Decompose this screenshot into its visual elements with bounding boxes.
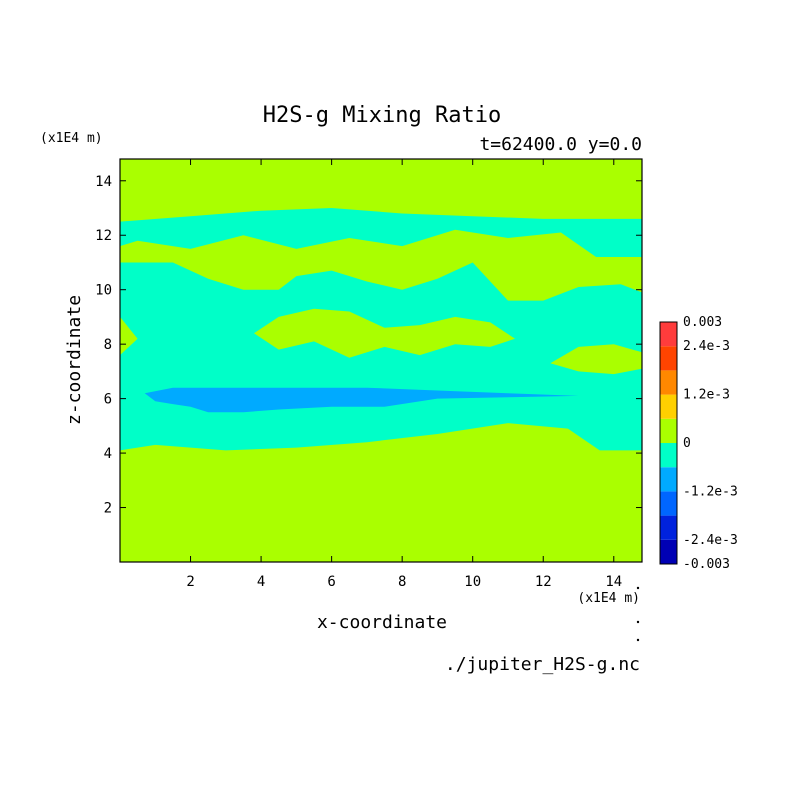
contour-region-2 <box>550 344 642 375</box>
x-tick-label: 6 <box>327 574 335 590</box>
colorbar-band <box>660 443 677 468</box>
colorbar-frame <box>659 321 678 565</box>
y-axis-label: z-coordinate <box>64 295 85 425</box>
contour-region-1 <box>254 308 515 358</box>
colorbar-band <box>660 394 677 419</box>
chart-title: H2S-g Mixing Ratio <box>263 103 501 128</box>
source-file-label: ./jupiter_H2S-g.nc <box>445 654 640 675</box>
x-tick-label: 8 <box>398 574 406 590</box>
colorbar-label: -0.003 <box>683 557 730 572</box>
x-tick-label: 14 <box>605 574 622 590</box>
colorbar-band <box>660 418 677 443</box>
colorbar-label: 0 <box>683 436 691 451</box>
chart-subtitle: t=62400.0 y=0.0 <box>479 134 642 155</box>
y-tick-label: 6 <box>104 392 112 408</box>
colorbar: 0.003 2.4e-3 1.2e-3 0 -1.2e-3 -2.4e-3 -0.003 <box>659 315 738 572</box>
x-units-label: (x1E4 m) <box>577 591 640 606</box>
y-tick-label: 14 <box>95 174 112 190</box>
x-tick-label: 12 <box>535 574 552 590</box>
y-tick-label: 8 <box>104 337 112 353</box>
colorbar-band <box>660 491 677 516</box>
y-tick-label: 12 <box>95 228 112 244</box>
colorbar-label: 0.003 <box>683 315 722 330</box>
colorbar-band <box>660 370 677 395</box>
x-tick-label: 4 <box>257 574 265 590</box>
colorbar-band <box>660 322 677 347</box>
y-tick-label: 10 <box>95 283 112 299</box>
colorbar-band <box>660 346 677 371</box>
colorbar-band <box>660 515 677 540</box>
plot-area: 2 4 6 8 10 12 14 2 4 6 8 10 12 14 <box>95 158 643 590</box>
y-tick-label: 2 <box>104 501 112 517</box>
plot-frame <box>119 158 643 563</box>
x-tick-label: 2 <box>186 574 194 590</box>
colorbar-band <box>660 539 677 564</box>
colorbar-label: -1.2e-3 <box>683 484 738 499</box>
contour-region-3 <box>144 387 579 413</box>
colorbar-label: -2.4e-3 <box>683 533 738 548</box>
y-tick-label: 4 <box>104 446 112 462</box>
colorbar-label: 1.2e-3 <box>683 388 730 403</box>
x-axis-label: x-coordinate <box>317 612 447 633</box>
colorbar-label: 2.4e-3 <box>683 339 730 354</box>
colorbar-band <box>660 467 677 492</box>
x-tick-label: 10 <box>464 574 481 590</box>
y-units-label: (x1E4 m) <box>40 131 103 146</box>
decorative-dots <box>636 586 640 642</box>
